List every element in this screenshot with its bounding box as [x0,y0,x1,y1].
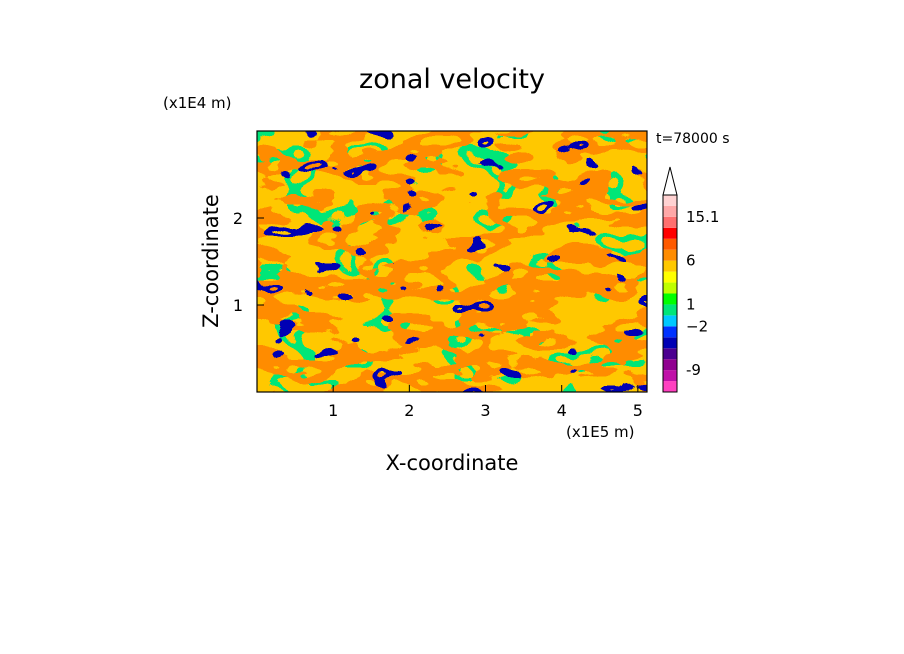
x-axis-label: X-coordinate [386,451,519,475]
x-axis: 1 2 3 4 5 [328,385,643,420]
colorbar: -9 −2 1 6 15.1 [662,166,719,393]
y-axis: 12 [233,209,264,315]
colorbar-segment [663,260,677,272]
x-tick-label: 4 [557,401,567,420]
x-tick-label: 5 [633,401,643,420]
colorbar-segment [663,359,677,371]
colorbar-segment [663,348,677,360]
field-texture [257,131,647,392]
colorbar-label: 6 [686,252,696,270]
colorbar-segment [663,216,677,228]
colorbar-label: 15.1 [686,208,719,226]
colorbar-segment [663,238,677,250]
y-tick-label: 2 [233,209,243,228]
x-tick-label: 2 [404,401,414,420]
colorbar-segment [663,249,677,261]
colorbar-label: −2 [686,317,708,335]
colorbar-segment [663,304,677,316]
colorbar-segment [663,282,677,294]
colorbar-segment [663,326,677,338]
plot-area [257,131,647,392]
colorbar-label: -9 [686,361,701,379]
colorbar-segment [663,337,677,349]
colorbar-segment [663,370,677,382]
y-unit-label: (x1E4 m) [163,94,232,112]
colorbar-segment [663,195,677,206]
y-axis-label: Z-coordinate [199,194,223,328]
colorbar-extend-arrow [662,166,678,196]
colorbar-segment [663,315,677,327]
colorbar-segment [663,271,677,283]
colorbar-segment [663,205,677,217]
x-unit-label: (x1E5 m) [566,423,635,441]
colorbar-frame [662,194,678,393]
time-label: t=78000 s [656,131,730,147]
colorbar-segment [663,227,677,239]
y-tick-label: 1 [233,296,243,315]
plot-frame [256,130,648,393]
colorbar-segment [663,293,677,305]
chart-title: zonal velocity [359,64,545,95]
x-tick-label: 1 [328,401,338,420]
colorbar-segment [663,381,677,392]
x-tick-label: 3 [480,401,490,420]
colorbar-label: 1 [686,295,696,313]
